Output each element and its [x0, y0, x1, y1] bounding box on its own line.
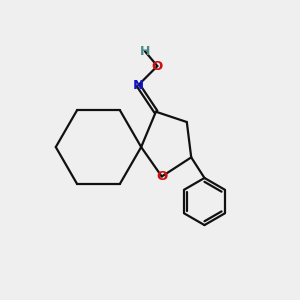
Text: O: O	[152, 60, 163, 73]
Text: H: H	[140, 45, 150, 58]
Text: N: N	[133, 79, 144, 92]
Text: O: O	[156, 170, 167, 183]
